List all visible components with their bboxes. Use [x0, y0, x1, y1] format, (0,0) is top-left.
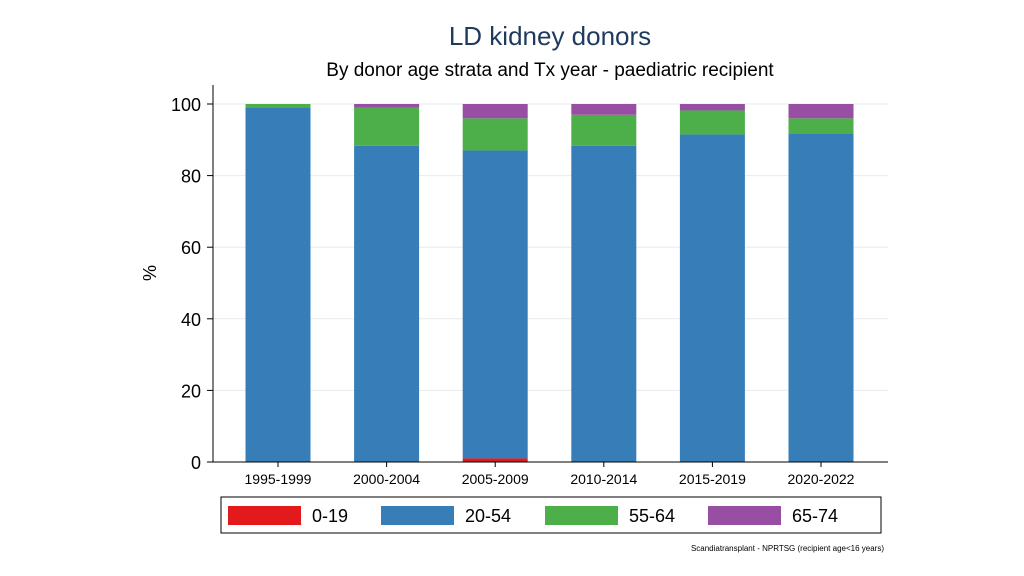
legend-label-65-74: 65-74	[792, 506, 838, 526]
axes	[212, 85, 888, 463]
bar-segment-0-19	[462, 458, 528, 462]
bar-segment-20-54	[679, 134, 745, 462]
legend-swatch-0-19	[228, 506, 301, 525]
bar-segment-55-64	[571, 114, 637, 146]
x-tick-label: 2010-2014	[570, 471, 637, 487]
chart-title: LD kidney donors	[449, 21, 651, 51]
x-tick-label: 1995-1999	[245, 471, 312, 487]
gridlines	[213, 103, 888, 391]
y-axis-label: %	[140, 265, 160, 281]
y-tick-label: 100	[171, 95, 201, 115]
bar-segment-20-54	[571, 145, 637, 463]
legend-label-20-54: 20-54	[465, 506, 511, 526]
bars	[245, 104, 854, 463]
bar-segment-55-64	[245, 104, 311, 108]
bar-segment-55-64	[788, 118, 854, 134]
bar-segment-65-74	[571, 104, 637, 115]
bar-segment-20-54	[354, 145, 420, 463]
bar-segment-65-74	[354, 104, 420, 108]
bar-segment-55-64	[679, 110, 745, 135]
bar-segment-20-54	[788, 133, 854, 462]
bar-segment-55-64	[354, 107, 420, 146]
legend-swatch-20-54	[381, 506, 454, 525]
y-tick-label: 0	[191, 453, 201, 473]
y-tick-label: 40	[181, 310, 201, 330]
bar-segment-65-74	[679, 104, 745, 111]
legend: 0-19 20-54 55-64 65-74	[220, 496, 882, 534]
legend-swatch-65-74	[708, 506, 781, 525]
footnote: Scandiatransplant - NPRTSG (recipient ag…	[691, 544, 884, 553]
x-ticks: 1995-1999 2000-2004 2005-2009 2010-2014 2015…	[245, 462, 855, 487]
y-ticks: 0 20 40 60 80 100	[171, 95, 213, 473]
bar-segment-55-64	[462, 118, 528, 151]
y-tick-label: 60	[181, 238, 201, 258]
x-tick-label: 2020-2022	[788, 471, 855, 487]
bar-segment-65-74	[788, 104, 854, 119]
x-tick-label: 2000-2004	[353, 471, 420, 487]
legend-swatch-55-64	[545, 506, 618, 525]
x-tick-label: 2005-2009	[462, 471, 529, 487]
y-tick-label: 20	[181, 381, 201, 401]
legend-label-0-19: 0-19	[312, 506, 348, 526]
x-tick-label: 2015-2019	[679, 471, 746, 487]
chart-subtitle: By donor age strata and Tx year - paedia…	[326, 60, 774, 81]
bar-segment-20-54	[462, 150, 528, 459]
bar-segment-20-54	[245, 107, 311, 462]
legend-label-55-64: 55-64	[629, 506, 675, 526]
bar-segment-65-74	[462, 104, 528, 119]
y-tick-label: 80	[181, 167, 201, 187]
